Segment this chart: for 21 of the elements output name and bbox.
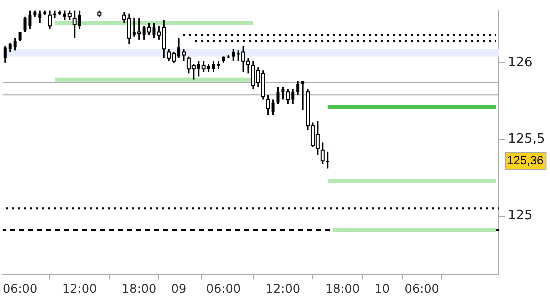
candlestick xyxy=(4,45,7,64)
x-tick-label: 06:00 xyxy=(206,282,241,296)
x-tick-label: 12:00 xyxy=(62,282,98,296)
y-tick-label: 125 xyxy=(508,208,533,224)
candlestick xyxy=(38,10,42,24)
candlestick xyxy=(276,86,280,106)
x-tick-label: 10 xyxy=(374,282,390,296)
x-tick-label: 12:00 xyxy=(266,282,301,296)
x-tick-label: 06:00 xyxy=(2,282,38,296)
x-tick-label: 18:00 xyxy=(122,282,157,296)
candlestick xyxy=(8,42,12,53)
x-tick-label: 09 xyxy=(171,282,187,296)
text: 125,36 xyxy=(507,153,544,168)
x-tick-label: 06:00 xyxy=(404,282,440,296)
candlestick xyxy=(14,38,17,52)
candlestick xyxy=(296,80,300,96)
x-tick-label: 18:00 xyxy=(325,282,360,296)
y-tick-label: 126 xyxy=(508,55,533,70)
candlestick xyxy=(232,48,236,62)
y-tick-label: 125,5 xyxy=(508,132,546,148)
candlestick xyxy=(302,80,305,112)
